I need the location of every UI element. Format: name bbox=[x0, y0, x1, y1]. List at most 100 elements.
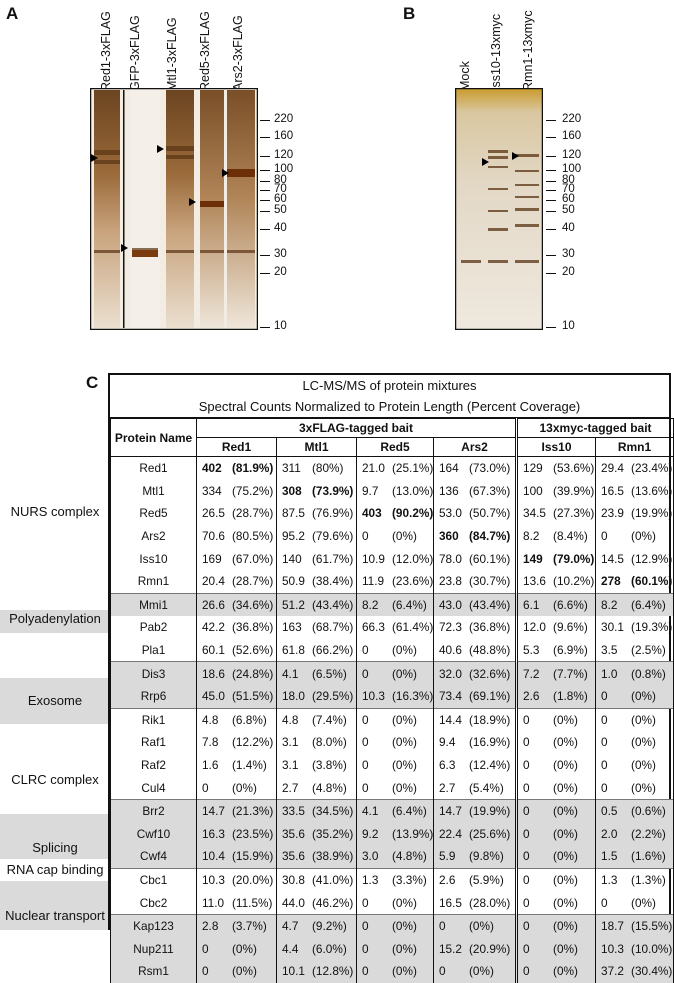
spectral-count: 0 bbox=[362, 529, 369, 544]
percent-coverage: (3.7%) bbox=[232, 919, 267, 934]
count-cell: 10.4 (15.9%) bbox=[196, 845, 277, 869]
spectral-count: 0 bbox=[202, 964, 209, 979]
count-cell: 311 (80%) bbox=[276, 456, 357, 480]
percent-coverage: (12.8%) bbox=[312, 964, 354, 979]
count-cell: 1.0 (0.8%) bbox=[595, 661, 674, 685]
spectral-count: 311 bbox=[282, 461, 301, 476]
percent-coverage: (0%) bbox=[392, 529, 417, 544]
spectral-count: 60.1 bbox=[202, 643, 225, 658]
percent-coverage: (73.0%) bbox=[469, 461, 511, 476]
arrowhead-icon bbox=[512, 152, 519, 160]
lane-label-red5: Red5-3xFLAG bbox=[198, 11, 212, 91]
count-cell: 22.4 (25.6%) bbox=[432, 822, 518, 846]
percent-coverage: (0%) bbox=[553, 895, 578, 910]
percent-coverage: (67.0%) bbox=[232, 551, 274, 566]
spectral-count: 34.5 bbox=[523, 506, 546, 521]
percent-coverage: (1.6%) bbox=[631, 849, 666, 864]
spectral-count: 0 bbox=[439, 964, 446, 979]
count-cell: 2.0 (2.2%) bbox=[595, 822, 674, 846]
spectral-count: 0 bbox=[523, 712, 530, 727]
count-cell: 16.3 (23.5%) bbox=[196, 822, 277, 846]
percent-coverage: (79.6%) bbox=[312, 529, 354, 544]
spectral-count: 26.5 bbox=[202, 506, 225, 521]
percent-coverage: (12.0%) bbox=[392, 551, 434, 566]
spectral-count: 5.9 bbox=[439, 849, 456, 864]
spectral-count: 15.2 bbox=[439, 941, 462, 956]
count-cell: 9.7 (13.0%) bbox=[356, 479, 434, 503]
protein-name-cell: Iss10 bbox=[110, 547, 197, 570]
table-title: LC-MS/MS of protein mixtures Spectral Co… bbox=[110, 375, 669, 418]
percent-coverage: (0%) bbox=[392, 712, 417, 727]
spectral-count: 16.3 bbox=[202, 826, 225, 841]
percent-coverage: (13.9%) bbox=[392, 826, 434, 841]
mw-marker: 100 bbox=[274, 163, 294, 175]
protein-name-cell: Cwf4 bbox=[110, 845, 197, 869]
percent-coverage: (38.9%) bbox=[312, 849, 354, 864]
count-cell: 0 (0%) bbox=[595, 524, 674, 548]
spectral-count: 0 bbox=[601, 735, 608, 750]
count-cell: 402 (81.9%) bbox=[196, 456, 277, 480]
percent-coverage: (90.2%) bbox=[392, 506, 434, 521]
spectral-count: 32.0 bbox=[439, 666, 462, 681]
count-cell: 0 (0%) bbox=[432, 913, 518, 938]
spectral-count: 0 bbox=[362, 919, 369, 934]
count-cell: 2.8 (3.7%) bbox=[196, 913, 277, 938]
spectral-count: 136 bbox=[439, 483, 459, 498]
percent-coverage: (0%) bbox=[232, 964, 257, 979]
spectral-count: 2.6 bbox=[523, 689, 540, 704]
spectral-count: 14.7 bbox=[202, 804, 225, 819]
count-cell: 308 (73.9%) bbox=[276, 479, 357, 503]
percent-coverage: (67.3%) bbox=[469, 483, 511, 498]
spectral-count: 0.5 bbox=[601, 804, 618, 819]
protein-name-cell: Cwf10 bbox=[110, 822, 197, 846]
spectral-count: 149 bbox=[523, 551, 543, 566]
percent-coverage: (16.9%) bbox=[469, 735, 511, 750]
spectral-count: 43.0 bbox=[439, 597, 462, 612]
count-cell: 149 (79.0%) bbox=[515, 547, 597, 570]
table-row: Iss10 169 (67.0%) 140 (61.7%) 10.9 (12.0%) 78.0… bbox=[110, 547, 674, 570]
spectral-count: 78.0 bbox=[439, 551, 462, 566]
percent-coverage: (20.9%) bbox=[469, 941, 511, 956]
spectral-count: 42.2 bbox=[202, 620, 225, 635]
spectral-count: 0 bbox=[439, 919, 446, 934]
count-cell: 0 (0%) bbox=[356, 524, 434, 548]
count-cell: 14.5 (12.9%) bbox=[595, 547, 674, 570]
percent-coverage: (0%) bbox=[553, 780, 578, 795]
spectral-count: 0 bbox=[523, 849, 530, 864]
count-cell: 0 (0%) bbox=[515, 891, 597, 915]
category-splicing: Splicing bbox=[32, 840, 78, 855]
percent-coverage: (0%) bbox=[392, 964, 417, 979]
spectral-count: 8.2 bbox=[601, 597, 618, 612]
category-rna-cap: RNA cap binding bbox=[6, 862, 104, 877]
spectral-count: 18.7 bbox=[601, 919, 624, 934]
spectral-count: 10.9 bbox=[362, 551, 385, 566]
mw-marker: 60 bbox=[274, 193, 287, 205]
panel-c-label: C bbox=[86, 373, 99, 392]
count-cell: 0 (0%) bbox=[356, 937, 434, 961]
spectral-count: 95.2 bbox=[282, 529, 305, 544]
count-cell: 10.3 (16.3%) bbox=[356, 684, 434, 709]
percent-coverage: (0%) bbox=[469, 919, 494, 934]
spectral-count: 11.9 bbox=[362, 574, 385, 589]
spectral-count: 30.1 bbox=[601, 620, 624, 635]
percent-coverage: (0%) bbox=[392, 941, 417, 956]
spectral-count: 35.6 bbox=[282, 826, 305, 841]
count-cell: 26.6 (34.6%) bbox=[196, 592, 277, 617]
mw-marker: 10 bbox=[274, 320, 287, 332]
protein-name-cell: Red1 bbox=[110, 456, 197, 480]
spectral-count: 44.0 bbox=[282, 895, 305, 910]
percent-coverage: (4.8%) bbox=[392, 849, 427, 864]
count-cell: 30.8 (41.0%) bbox=[276, 867, 357, 892]
percent-coverage: (81.9%) bbox=[232, 461, 274, 476]
spectral-count: 4.8 bbox=[202, 712, 219, 727]
percent-coverage: (28.7%) bbox=[232, 506, 274, 521]
spectral-count: 10.3 bbox=[362, 689, 385, 704]
spectral-count: 23.9 bbox=[601, 506, 624, 521]
table-row: Dis3 18.6 (24.8%) 4.1 (6.5%) 0 (0%) 32.0 (32.6%)… bbox=[110, 661, 674, 685]
percent-coverage: (80.5%) bbox=[232, 529, 274, 544]
percent-coverage: (27.3%) bbox=[553, 506, 595, 521]
spectral-count: 0 bbox=[362, 964, 369, 979]
spectral-count: 6.1 bbox=[523, 597, 540, 612]
count-cell: 0 (0%) bbox=[595, 891, 674, 915]
table-title-line2: Spectral Counts Normalized to Protein Le… bbox=[198, 399, 581, 414]
